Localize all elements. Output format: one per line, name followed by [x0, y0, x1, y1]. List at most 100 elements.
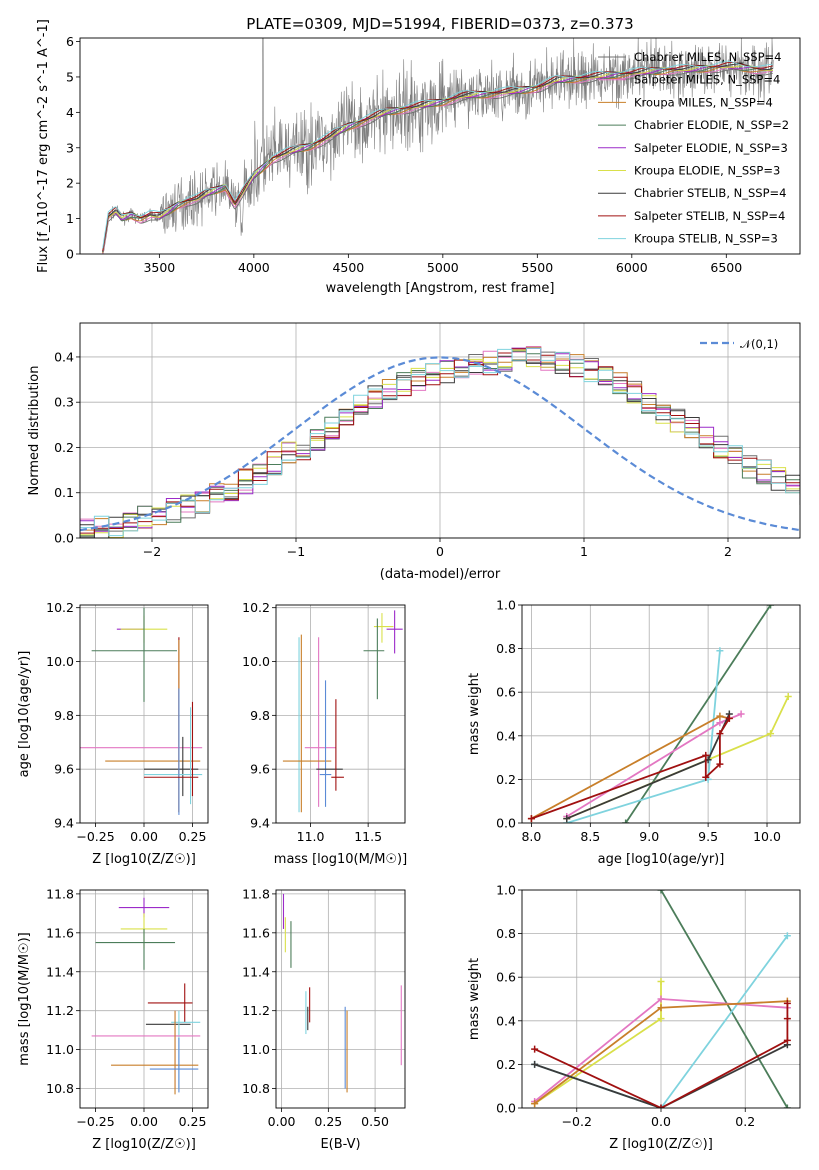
y-axis-label: mass weight	[467, 673, 482, 755]
residuals-plot-area	[80, 323, 800, 538]
weight-marker	[622, 819, 630, 823]
histogram-step-4	[80, 347, 800, 538]
histogram-step-2	[80, 346, 800, 538]
y-axis-label: mass weight	[467, 958, 482, 1040]
y-axis-label: mass [log10(M/M☉)]	[17, 932, 32, 1065]
x-tick-label: 11.0	[297, 829, 325, 844]
weight-line-0	[660, 890, 789, 1108]
x-axis-label: E(B-V)	[320, 1137, 360, 1152]
y-tick-label: 0.2	[496, 1057, 516, 1072]
x-tick-label: 6500	[710, 260, 742, 275]
y-tick-label: 1	[66, 211, 74, 226]
x-tick-label: 4000	[238, 260, 270, 275]
x-tick-label: 0	[436, 544, 444, 559]
y-tick-label: 2	[66, 176, 74, 191]
weight-marker	[657, 1104, 665, 1108]
age-vs-Z-plot-area	[80, 605, 208, 823]
weight-marker	[527, 815, 535, 823]
x-axis-label: mass [log10(M/M☉)]	[274, 852, 407, 867]
y-tick-label: 0.8	[496, 926, 516, 941]
legend-entry: Chabrier ELODIE, N_SSP=2	[634, 118, 789, 132]
y-tick-label: 10.2	[46, 600, 74, 615]
y-tick-label: 5	[66, 69, 74, 84]
weight-marker	[702, 751, 710, 759]
y-tick-label: 10.8	[46, 1081, 74, 1096]
y-tick-label: 11.4	[46, 964, 74, 979]
x-tick-label: 8.0	[521, 829, 541, 844]
y-tick-label: 9.8	[250, 708, 270, 723]
y-tick-label: 0.0	[496, 816, 516, 831]
axes-frame	[79, 889, 209, 1109]
x-tick-label: 0.2	[735, 1114, 755, 1129]
y-tick-label: 0	[66, 247, 74, 262]
histogram-step-1	[80, 346, 800, 538]
y-tick-label: 0.2	[496, 772, 516, 787]
y-tick-label: 10.0	[242, 654, 270, 669]
y-tick-label: 0.1	[54, 485, 74, 500]
weight-marker	[531, 1060, 539, 1068]
weight-marker	[716, 719, 724, 727]
x-tick-label: 3500	[143, 260, 175, 275]
y-tick-label: 10.2	[242, 600, 270, 615]
weight-line-6	[531, 717, 731, 820]
x-tick-label: 0.25	[179, 1114, 207, 1129]
y-tick-label: 4	[66, 105, 74, 120]
weight-marker	[783, 1104, 791, 1108]
model-line-5	[102, 65, 773, 253]
x-tick-label: 1	[580, 544, 588, 559]
y-tick-label: 11.2	[242, 1003, 270, 1018]
axes-frame	[521, 889, 801, 1109]
y-tick-label: 9.4	[250, 816, 270, 831]
x-tick-label: −1	[287, 544, 305, 559]
weight-marker	[657, 1004, 665, 1012]
x-tick-label: 0.00	[130, 1114, 158, 1129]
x-tick-label: 8.5	[580, 829, 600, 844]
x-tick-label: 5500	[521, 260, 553, 275]
x-tick-label: 9.0	[639, 829, 659, 844]
weight-marker	[784, 693, 792, 701]
x-tick-label: 2	[724, 544, 732, 559]
model-line-6	[102, 63, 773, 253]
axes-frame	[79, 322, 801, 539]
x-tick-label: 5000	[427, 260, 459, 275]
weight-marker	[657, 995, 665, 1003]
x-tick-label: 0.25	[179, 829, 207, 844]
x-tick-label: 11.5	[354, 829, 382, 844]
y-tick-label: 11.2	[46, 1003, 74, 1018]
x-tick-label: 6000	[616, 260, 648, 275]
y-axis-label: age [log10(age/yr)]	[17, 651, 32, 778]
y-tick-label: 1.0	[496, 598, 516, 613]
y-tick-label: 11.0	[46, 1042, 74, 1057]
legend-entry: Chabrier STELIB, N_SSP=4	[634, 186, 786, 200]
x-tick-label: 0.00	[268, 1114, 296, 1129]
weight-marker	[702, 773, 710, 781]
mass-vs-Z-plot-area	[80, 890, 208, 1108]
x-tick-label: 0.00	[130, 829, 158, 844]
x-tick-label: 0.50	[361, 1114, 389, 1129]
weight-marker	[783, 932, 791, 940]
weight-marker	[725, 714, 733, 722]
y-tick-label: 3	[66, 140, 74, 155]
y-tick-label: 11.6	[242, 925, 270, 940]
y-tick-label: 9.4	[54, 816, 74, 831]
y-axis-label: Flux [f_λ10^-17 erg cm^-2 s^-1 A^-1]	[36, 19, 51, 273]
weight-marker	[657, 1015, 665, 1023]
y-tick-label: 11.4	[242, 964, 270, 979]
legend-entry: Kroupa STELIB, N_SSP=3	[634, 232, 778, 246]
y-tick-label: 0.4	[496, 728, 516, 743]
model-line-8	[102, 60, 773, 249]
legend-entry: Salpeter MILES, N_SSP=4	[634, 73, 780, 87]
y-tick-label: 11.6	[46, 925, 74, 940]
weight-marker	[783, 1015, 791, 1023]
x-tick-label: −2	[143, 544, 161, 559]
x-axis-label: age [log10(age/yr)]	[598, 852, 725, 867]
model-line-2	[102, 65, 773, 254]
axes-frame	[79, 37, 801, 255]
weight-marker	[716, 647, 724, 655]
y-tick-label: 9.6	[250, 762, 270, 777]
x-tick-label: 9.5	[698, 829, 718, 844]
y-tick-label: 0.4	[496, 1013, 516, 1028]
histogram-step-8	[80, 347, 800, 538]
normal-reference-curve	[80, 356, 800, 532]
